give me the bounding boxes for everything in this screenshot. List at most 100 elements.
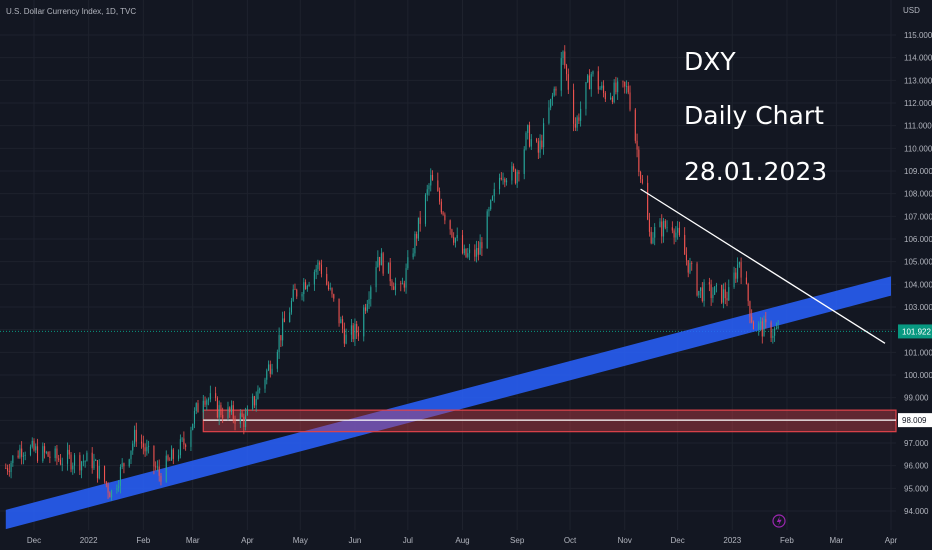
candle — [652, 232, 654, 245]
candle — [313, 269, 315, 291]
candle-body — [144, 447, 146, 452]
candle-body — [49, 456, 51, 458]
candle — [481, 237, 483, 257]
candle — [587, 74, 589, 84]
candle-body — [476, 248, 478, 257]
candle-body — [772, 335, 774, 338]
marked-level-tag — [898, 413, 932, 428]
candle-body — [624, 81, 626, 87]
candle-body — [257, 389, 259, 400]
candle — [370, 285, 372, 307]
candle-body — [777, 326, 779, 329]
candle — [715, 282, 717, 293]
candle-body — [178, 455, 180, 459]
time-tick-label: Apr — [241, 536, 254, 545]
candle-body — [774, 328, 776, 336]
candle — [208, 397, 210, 406]
lightning-icon[interactable] — [772, 514, 786, 528]
candle — [33, 438, 35, 452]
candle-body — [315, 268, 317, 273]
candle — [640, 170, 642, 183]
time-tick-label: May — [293, 536, 308, 545]
candle-body — [661, 221, 663, 237]
candle — [677, 221, 679, 240]
candle — [491, 195, 494, 202]
candle — [357, 326, 360, 341]
time-axis[interactable]: Dec 2022 Feb Mar Apr May Jun Jul Aug Sep Oct Nov Dec… — [27, 536, 898, 545]
candle-body — [424, 194, 427, 224]
candle-body — [701, 287, 703, 301]
candle-body — [673, 230, 675, 238]
time-tick-label: Sep — [510, 536, 525, 545]
annotation-date: 28.01.2023 — [684, 157, 827, 186]
time-tick-label: Aug — [455, 536, 469, 545]
candle-body — [320, 264, 322, 274]
candle — [673, 228, 675, 245]
candle-body — [587, 75, 589, 83]
candle — [172, 448, 174, 465]
candle — [412, 248, 414, 260]
candle — [91, 447, 93, 474]
price-tick-label: 103.000 — [904, 303, 932, 312]
candle-body — [486, 211, 488, 249]
candle-body — [721, 284, 723, 303]
candle-body — [74, 455, 76, 466]
candle-body — [463, 248, 465, 254]
candle — [724, 282, 726, 305]
candle — [179, 434, 181, 459]
candle — [185, 443, 187, 451]
candle — [539, 134, 541, 159]
candle — [567, 68, 569, 95]
candle-body — [148, 445, 150, 447]
candle-body — [165, 455, 167, 482]
candle-series[interactable] — [5, 45, 779, 501]
annotation-title: DXY — [684, 47, 736, 76]
candle-body — [506, 180, 508, 183]
candle-body — [565, 65, 568, 75]
candle-body — [449, 220, 451, 230]
candle — [759, 316, 762, 332]
candle — [271, 363, 273, 375]
candle — [135, 422, 137, 447]
candle — [726, 291, 728, 307]
candle-body — [216, 397, 218, 418]
candle-body — [405, 268, 407, 288]
candle — [234, 415, 236, 431]
candle-body — [735, 272, 737, 279]
candle — [722, 283, 725, 309]
candle-body — [648, 219, 650, 232]
candle — [424, 193, 427, 227]
time-tick-label: 2023 — [723, 536, 741, 545]
candle-body — [190, 429, 192, 447]
candle — [66, 442, 69, 471]
candle-body — [758, 323, 760, 330]
candle-body — [130, 450, 132, 460]
candle-body — [319, 262, 321, 265]
symbol-header: U.S. Dollar Currency Index, 1D, TVC — [6, 7, 136, 16]
candle-body — [220, 405, 222, 415]
candle — [712, 287, 714, 303]
candle — [528, 121, 531, 148]
candle-body — [465, 248, 467, 257]
candle — [527, 124, 529, 140]
candle-body — [44, 446, 46, 453]
candle — [477, 241, 479, 261]
candle — [564, 45, 566, 69]
candle-body — [666, 227, 668, 229]
candle — [414, 231, 416, 257]
candle-body — [590, 74, 592, 90]
candle — [276, 349, 278, 373]
candle-body — [153, 445, 155, 467]
candle — [770, 320, 772, 342]
candle-body — [128, 459, 130, 467]
candle — [21, 441, 23, 465]
candle-body — [118, 486, 120, 489]
candle — [206, 398, 208, 411]
candle — [259, 387, 261, 394]
price-axis[interactable]: 94.00095.00096.00097.00098.00099.000100.… — [898, 31, 932, 516]
candle-body — [456, 235, 458, 239]
candle — [257, 385, 259, 400]
candle — [42, 442, 44, 463]
